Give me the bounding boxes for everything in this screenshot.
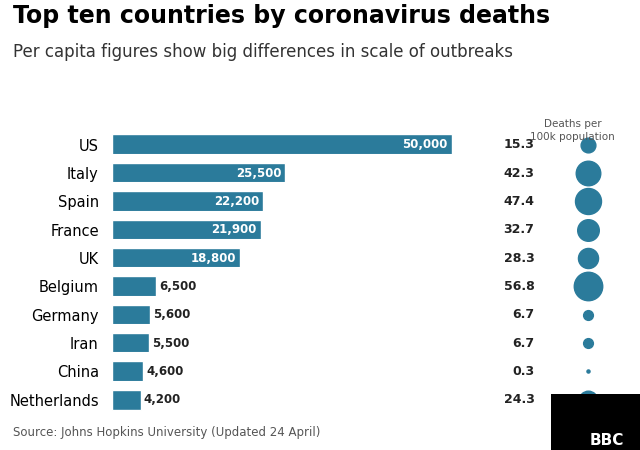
Point <box>583 396 593 404</box>
Text: 22,200: 22,200 <box>214 195 259 208</box>
Text: Source: Johns Hopkins University (Updated 24 April): Source: Johns Hopkins University (Update… <box>13 427 320 439</box>
Bar <box>112 276 156 297</box>
Text: 15.3: 15.3 <box>504 138 534 151</box>
Bar <box>112 191 263 212</box>
Bar <box>112 333 149 353</box>
Text: 4,200: 4,200 <box>143 393 180 406</box>
Text: 5,600: 5,600 <box>153 308 190 321</box>
Text: 0.3: 0.3 <box>512 365 534 378</box>
Text: 4,600: 4,600 <box>146 365 184 378</box>
Text: Deaths per
100k population: Deaths per 100k population <box>531 119 615 143</box>
Text: 32.7: 32.7 <box>504 223 534 236</box>
Bar <box>112 220 261 240</box>
Text: 25,500: 25,500 <box>236 166 282 180</box>
Text: 50,000: 50,000 <box>403 138 448 151</box>
Text: 28.3: 28.3 <box>504 252 534 265</box>
Text: 18,800: 18,800 <box>190 252 236 265</box>
Point <box>583 311 593 319</box>
Point <box>583 283 593 290</box>
Text: 6,500: 6,500 <box>159 280 196 293</box>
Text: 6.7: 6.7 <box>512 308 534 321</box>
Bar <box>112 361 143 382</box>
Point <box>583 141 593 149</box>
Point <box>583 226 593 233</box>
Point <box>583 339 593 346</box>
Text: 24.3: 24.3 <box>504 393 534 406</box>
Text: Per capita figures show big differences in scale of outbreaks: Per capita figures show big differences … <box>13 43 513 61</box>
Text: 6.7: 6.7 <box>512 337 534 350</box>
Bar <box>112 390 141 410</box>
Point <box>583 198 593 205</box>
Text: 42.3: 42.3 <box>504 166 534 180</box>
Point <box>583 368 593 375</box>
Bar <box>112 248 240 268</box>
Text: 47.4: 47.4 <box>504 195 534 208</box>
Text: 5,500: 5,500 <box>152 337 189 350</box>
Text: BBC: BBC <box>589 432 624 448</box>
Bar <box>112 305 150 325</box>
Text: 56.8: 56.8 <box>504 280 534 293</box>
Point <box>583 254 593 261</box>
Text: Top ten countries by coronavirus deaths: Top ten countries by coronavirus deaths <box>13 4 550 28</box>
Bar <box>112 135 452 155</box>
Point <box>583 169 593 176</box>
Text: 21,900: 21,900 <box>211 223 257 236</box>
Bar <box>112 163 285 183</box>
